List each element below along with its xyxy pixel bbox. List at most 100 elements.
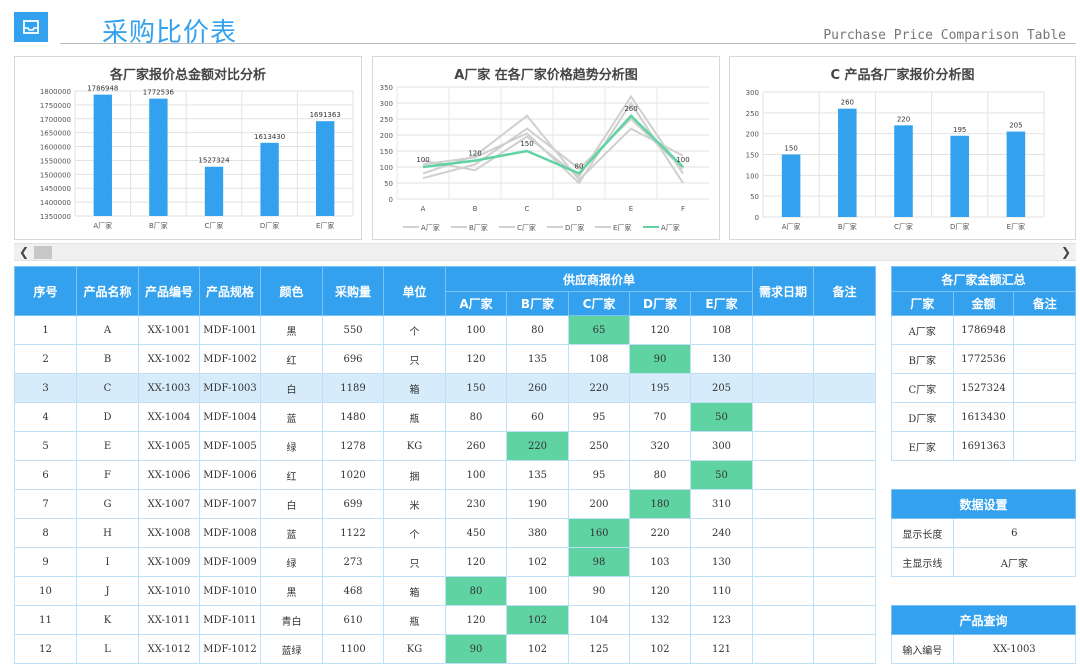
supplier-price[interactable]: 195 <box>629 373 691 403</box>
purchase-qty[interactable]: 1100 <box>322 634 384 664</box>
supplier-price[interactable]: 50 <box>690 402 753 432</box>
product-unit[interactable]: KG <box>383 431 446 461</box>
supplier-price[interactable]: 102 <box>629 634 691 664</box>
supplier-price[interactable]: 135 <box>506 344 569 374</box>
product-unit[interactable]: 米 <box>383 489 446 519</box>
supplier-price[interactable]: 102 <box>506 547 569 577</box>
product-code[interactable]: XX-1003 <box>138 373 200 403</box>
product-name[interactable]: C <box>76 373 139 403</box>
product-unit[interactable]: 瓶 <box>383 402 446 432</box>
row-number[interactable]: 8 <box>14 518 77 548</box>
supplier-price[interactable]: 120 <box>445 344 507 374</box>
supplier-price[interactable]: 135 <box>506 460 569 490</box>
supplier-price[interactable]: 110 <box>690 576 753 606</box>
product-name[interactable]: G <box>76 489 139 519</box>
demand-date[interactable] <box>752 431 814 461</box>
table-row[interactable]: 10 J XX-1010 MDF-1010 黑 468 箱 80 100 90 120 110 <box>14 576 876 606</box>
demand-date[interactable] <box>752 460 814 490</box>
product-spec[interactable]: MDF-1009 <box>199 547 261 577</box>
supplier-price[interactable]: 260 <box>445 431 507 461</box>
remark[interactable] <box>813 634 876 664</box>
product-color[interactable]: 白 <box>260 373 323 403</box>
product-color[interactable]: 蓝绿 <box>260 634 323 664</box>
remark[interactable] <box>813 518 876 548</box>
product-color[interactable]: 绿 <box>260 547 323 577</box>
product-code[interactable]: XX-1006 <box>138 460 200 490</box>
supplier-price[interactable]: 120 <box>445 547 507 577</box>
supplier-price[interactable]: 108 <box>690 315 753 345</box>
supplier-price[interactable]: 310 <box>690 489 753 519</box>
purchase-qty[interactable]: 1278 <box>322 431 384 461</box>
product-spec[interactable]: MDF-1010 <box>199 576 261 606</box>
row-number[interactable]: 4 <box>14 402 77 432</box>
supplier-price[interactable]: 95 <box>568 402 630 432</box>
summary-remark[interactable] <box>1013 315 1076 345</box>
table-row[interactable]: 9 I XX-1009 MDF-1009 绿 273 只 120 102 98 103 130 <box>14 547 876 577</box>
product-spec[interactable]: MDF-1011 <box>199 605 261 635</box>
product-unit[interactable]: 箱 <box>383 373 446 403</box>
supplier-price[interactable]: 90 <box>568 576 630 606</box>
product-code[interactable]: XX-1007 <box>138 489 200 519</box>
product-unit[interactable]: 只 <box>383 547 446 577</box>
demand-date[interactable] <box>752 373 814 403</box>
supplier-price[interactable]: 320 <box>629 431 691 461</box>
demand-date[interactable] <box>752 518 814 548</box>
product-name[interactable]: E <box>76 431 139 461</box>
supplier-price[interactable]: 300 <box>690 431 753 461</box>
supplier-price[interactable]: 60 <box>506 402 569 432</box>
supplier-price[interactable]: 65 <box>568 315 630 345</box>
product-spec[interactable]: MDF-1004 <box>199 402 261 432</box>
product-unit[interactable]: 只 <box>383 344 446 374</box>
demand-date[interactable] <box>752 315 814 345</box>
demand-date[interactable] <box>752 547 814 577</box>
product-color[interactable]: 蓝 <box>260 518 323 548</box>
supplier-price[interactable]: 180 <box>629 489 691 519</box>
supplier-price[interactable]: 120 <box>445 605 507 635</box>
supplier-price[interactable]: 80 <box>629 460 691 490</box>
product-name[interactable]: L <box>76 634 139 664</box>
query-input[interactable]: XX-1003 <box>952 634 1077 664</box>
supplier-price[interactable]: 240 <box>690 518 753 548</box>
product-code[interactable]: XX-1012 <box>138 634 200 664</box>
purchase-qty[interactable]: 1189 <box>322 373 384 403</box>
row-number[interactable]: 6 <box>14 460 77 490</box>
supplier-price[interactable]: 102 <box>506 634 569 664</box>
chart-panel-total[interactable]: 各厂家报价总金额对比分析 1350000 1400000 1450000 150000… <box>14 56 362 240</box>
supplier-price[interactable]: 70 <box>629 402 691 432</box>
supplier-price[interactable]: 80 <box>506 315 569 345</box>
product-unit[interactable]: 个 <box>383 518 446 548</box>
purchase-qty[interactable]: 696 <box>322 344 384 374</box>
product-color[interactable]: 白 <box>260 489 323 519</box>
row-number[interactable]: 9 <box>14 547 77 577</box>
purchase-qty[interactable]: 1122 <box>322 518 384 548</box>
row-number[interactable]: 7 <box>14 489 77 519</box>
demand-date[interactable] <box>752 605 814 635</box>
supplier-price[interactable]: 160 <box>568 518 630 548</box>
product-code[interactable]: XX-1010 <box>138 576 200 606</box>
table-row[interactable]: 1 A XX-1001 MDF-1001 黑 550 个 100 80 65 120 108 <box>14 315 876 345</box>
supplier-price[interactable]: 103 <box>629 547 691 577</box>
demand-date[interactable] <box>752 634 814 664</box>
product-spec[interactable]: MDF-1001 <box>199 315 261 345</box>
demand-date[interactable] <box>752 402 814 432</box>
product-code[interactable]: XX-1005 <box>138 431 200 461</box>
product-color[interactable]: 黑 <box>260 576 323 606</box>
remark[interactable] <box>813 460 876 490</box>
product-code[interactable]: XX-1009 <box>138 547 200 577</box>
product-name[interactable]: I <box>76 547 139 577</box>
row-number[interactable]: 3 <box>14 373 77 403</box>
supplier-price[interactable]: 90 <box>629 344 691 374</box>
product-name[interactable]: B <box>76 344 139 374</box>
supplier-price[interactable]: 205 <box>690 373 753 403</box>
purchase-qty[interactable]: 1020 <box>322 460 384 490</box>
product-name[interactable]: D <box>76 402 139 432</box>
chart-panel-product[interactable]: C 产品各厂家报价分析图 0 50 100 150 200 250 300 150 A厂家 260… <box>729 56 1076 240</box>
summary-row[interactable]: D厂家 1613430 <box>891 402 1076 432</box>
supplier-price[interactable]: 95 <box>568 460 630 490</box>
product-spec[interactable]: MDF-1007 <box>199 489 261 519</box>
summary-row[interactable]: B厂家 1772536 <box>891 344 1076 374</box>
summary-remark[interactable] <box>1013 402 1076 432</box>
product-spec[interactable]: MDF-1002 <box>199 344 261 374</box>
row-number[interactable]: 11 <box>14 605 77 635</box>
demand-date[interactable] <box>752 489 814 519</box>
